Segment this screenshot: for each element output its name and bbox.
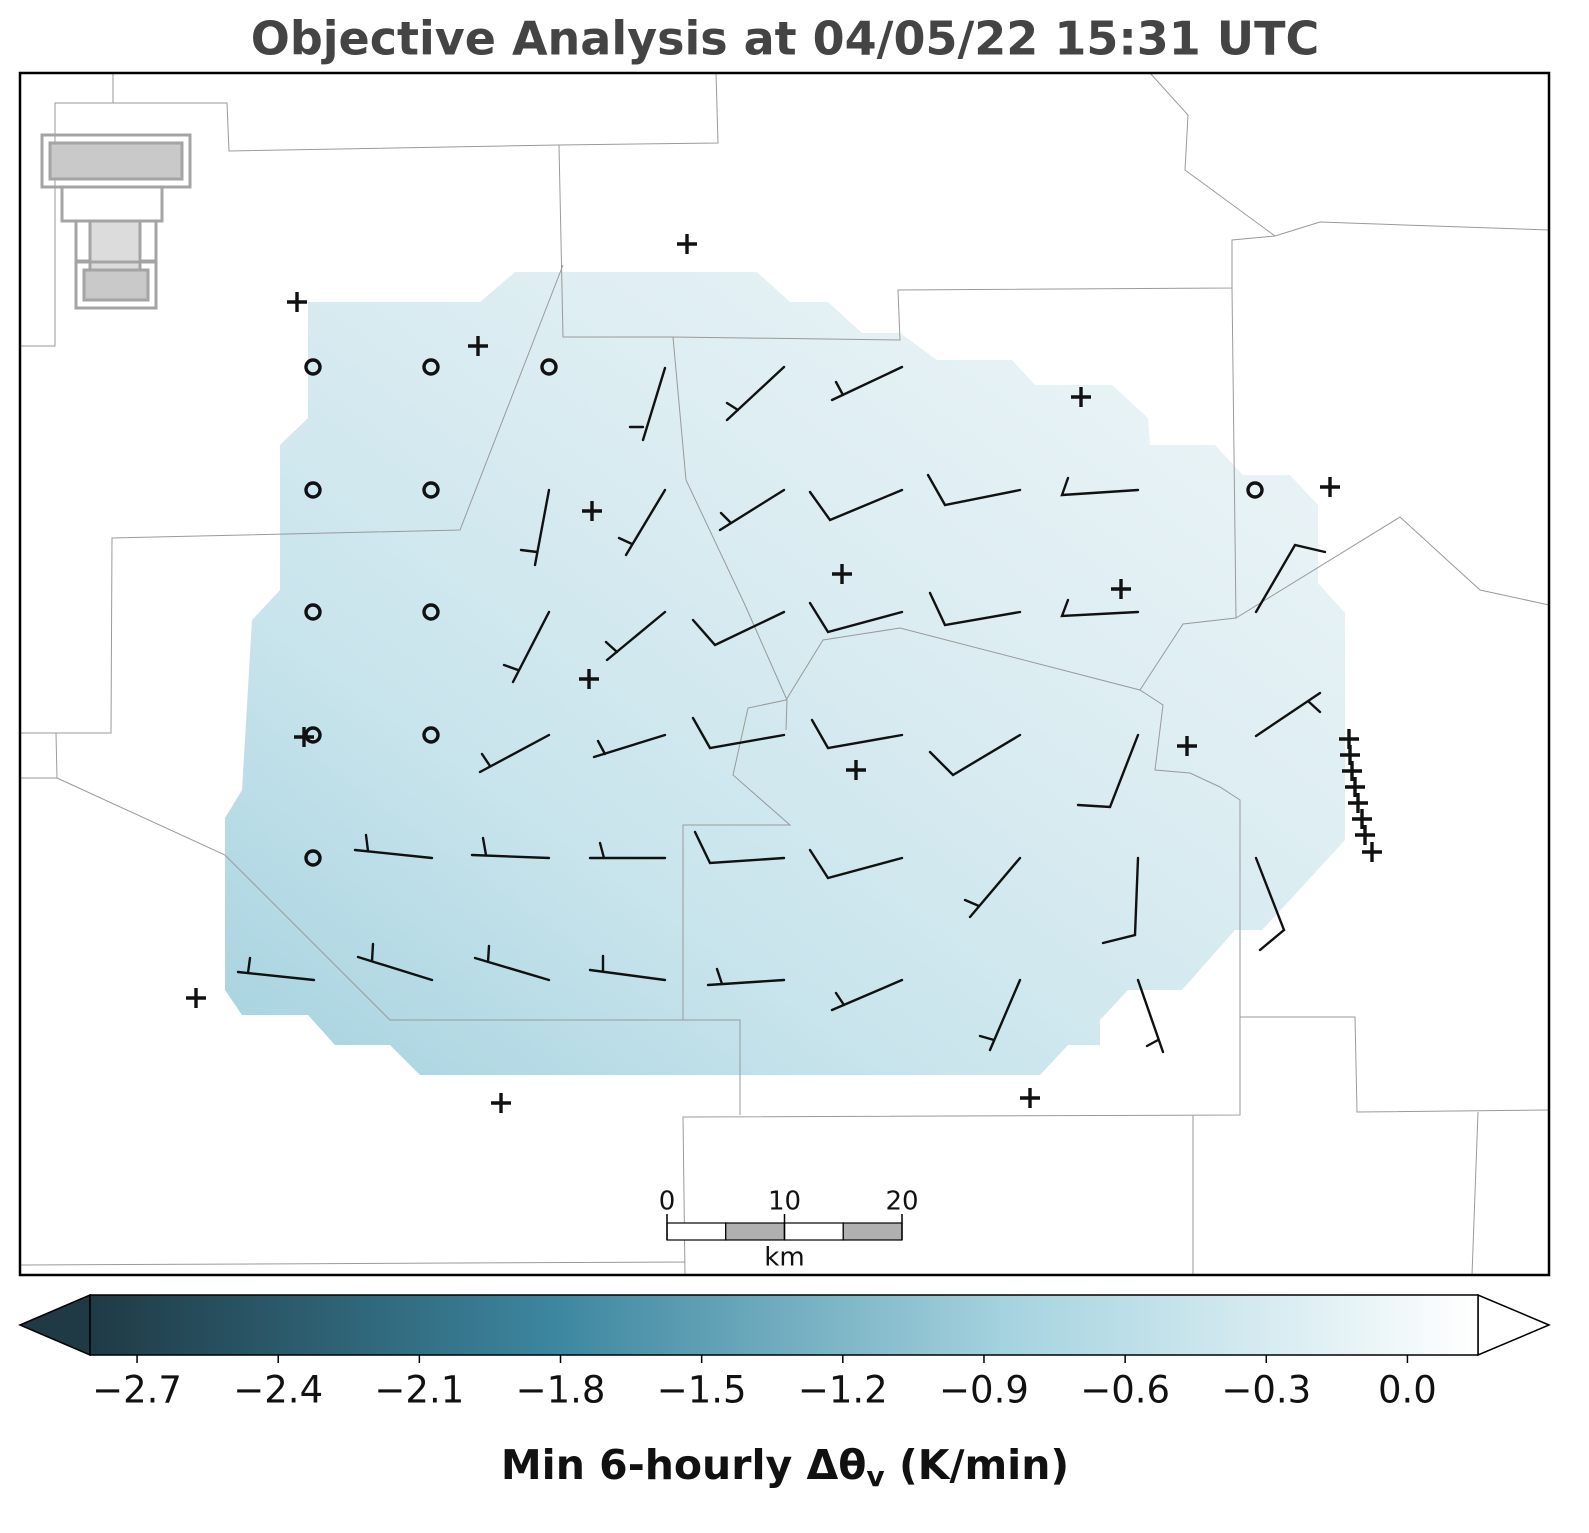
label-text: (K/min) [885, 1441, 1069, 1489]
scale-bar: 0 10 20 km [659, 1187, 919, 1273]
colorbar-tick-label: −1.8 [516, 1369, 606, 1412]
scale-tick-label: 20 [885, 1187, 918, 1217]
map-frame [18, 71, 1551, 1277]
colorbar-tick-label: −0.6 [1080, 1369, 1170, 1412]
colorbar-tick-label: −1.2 [798, 1369, 888, 1412]
colorbar-tick-label: −1.5 [657, 1369, 747, 1412]
map: 0 10 20 km [20, 73, 1549, 1275]
scale-tick-label: 10 [768, 1187, 801, 1217]
colorbar-extend-high [1477, 1293, 1551, 1357]
colorbar-tick-label: −2.7 [92, 1369, 182, 1412]
scale-unit: km [764, 1243, 804, 1273]
colorbar-tick-label: −0.9 [939, 1369, 1029, 1412]
logo [40, 133, 192, 310]
scale-segment [783, 1222, 844, 1241]
label-subscript: v [866, 1460, 884, 1493]
chart-title: Objective Analysis at 04/05/22 15:31 UTC [251, 12, 1320, 66]
stations [186, 234, 1382, 1113]
colorbar-extend-low [18, 1293, 91, 1357]
colorbar-tick-label: −2.4 [233, 1369, 323, 1412]
label-text: Min 6-hourly Δθ [501, 1441, 867, 1489]
scale-tick-label: 0 [659, 1187, 676, 1217]
colorbar-label: Min 6-hourly Δθv (K/min) [501, 1441, 1069, 1493]
colorbar-tick-label: 0.0 [1378, 1369, 1437, 1412]
colorbar-tick-label: −2.1 [374, 1369, 464, 1412]
scale-segment [725, 1222, 786, 1241]
analysis-field [225, 272, 1345, 1075]
colorbar: −2.7 −2.4 −2.1 −1.8 −1.5 −1.2 −0.9 −0.6 −0.3 0.0 [18, 1293, 1551, 1412]
colorbar-tick-label: −0.3 [1221, 1369, 1311, 1412]
colorbar-body [89, 1294, 1479, 1356]
wind-barbs [236, 365, 1327, 1054]
scale-segment [842, 1222, 903, 1241]
county-lines [20, 73, 1549, 1275]
scale-segment [666, 1222, 727, 1241]
